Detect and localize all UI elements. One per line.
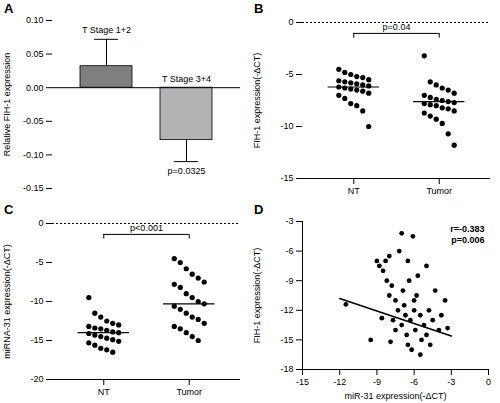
svg-text:-0.15: -0.15 xyxy=(23,183,44,193)
svg-text:-6: -6 xyxy=(410,377,418,387)
svg-text:-10: -10 xyxy=(30,296,43,306)
svg-text:p=0.006: p=0.006 xyxy=(451,235,484,245)
svg-text:Relative FIH-1 expression: Relative FIH-1 expression xyxy=(2,53,12,157)
svg-text:FIH-1 expression(-ΔCT): FIH-1 expression(-ΔCT) xyxy=(252,53,262,149)
svg-text:-3: -3 xyxy=(285,216,293,226)
svg-text:-18: -18 xyxy=(280,364,293,374)
svg-text:miR-31 expression(-ΔCT): miR-31 expression(-ΔCT) xyxy=(344,391,446,401)
html-text:C: C xyxy=(4,202,14,217)
svg-text:Tumor: Tumor xyxy=(426,186,452,196)
svg-text:-6: -6 xyxy=(285,246,293,256)
svg-text:p=0.04: p=0.04 xyxy=(383,22,411,32)
svg-text:-20: -20 xyxy=(30,374,43,384)
html-text:D: D xyxy=(254,202,264,217)
svg-text:0: 0 xyxy=(288,17,293,27)
svg-text:-5: -5 xyxy=(35,257,43,267)
svg-text:NT: NT xyxy=(98,387,110,397)
svg-text:0.00: 0.00 xyxy=(26,83,44,93)
svg-text:-3: -3 xyxy=(447,377,455,387)
svg-text:-0.10: -0.10 xyxy=(23,150,44,160)
svg-text:-15: -15 xyxy=(280,173,293,183)
svg-text:NT: NT xyxy=(348,186,360,196)
svg-text:FIH-1 expression(-ΔCT): FIH-1 expression(-ΔCT) xyxy=(252,248,262,344)
svg-text:-12: -12 xyxy=(333,377,346,387)
svg-text:Tumor: Tumor xyxy=(176,387,202,397)
svg-text:-9: -9 xyxy=(285,276,293,286)
html-text:A: A xyxy=(4,1,14,16)
svg-text:-10: -10 xyxy=(280,121,293,131)
svg-text:-12: -12 xyxy=(280,305,293,315)
svg-text:miRNA-31 expression(-ΔCT): miRNA-31 expression(-ΔCT) xyxy=(2,244,12,359)
svg-text:p=0.0325: p=0.0325 xyxy=(168,166,206,176)
svg-text:-15: -15 xyxy=(296,377,309,387)
svg-text:-5: -5 xyxy=(285,69,293,79)
svg-text:-15: -15 xyxy=(30,335,43,345)
svg-text:0.05: 0.05 xyxy=(26,49,44,59)
svg-text:p<0.001: p<0.001 xyxy=(130,223,163,233)
svg-text:r=-0.383: r=-0.383 xyxy=(450,224,484,234)
svg-text:T Stage 1+2: T Stage 1+2 xyxy=(82,25,131,35)
svg-text:0: 0 xyxy=(38,218,43,228)
html-text:B: B xyxy=(254,1,264,16)
svg-text:-9: -9 xyxy=(373,377,381,387)
svg-text:-15: -15 xyxy=(280,335,293,345)
svg-text:0.10: 0.10 xyxy=(26,15,44,25)
svg-text:0: 0 xyxy=(486,377,491,387)
svg-text:-0.05: -0.05 xyxy=(23,116,44,126)
svg-text:T Stage 3+4: T Stage 3+4 xyxy=(162,74,211,84)
